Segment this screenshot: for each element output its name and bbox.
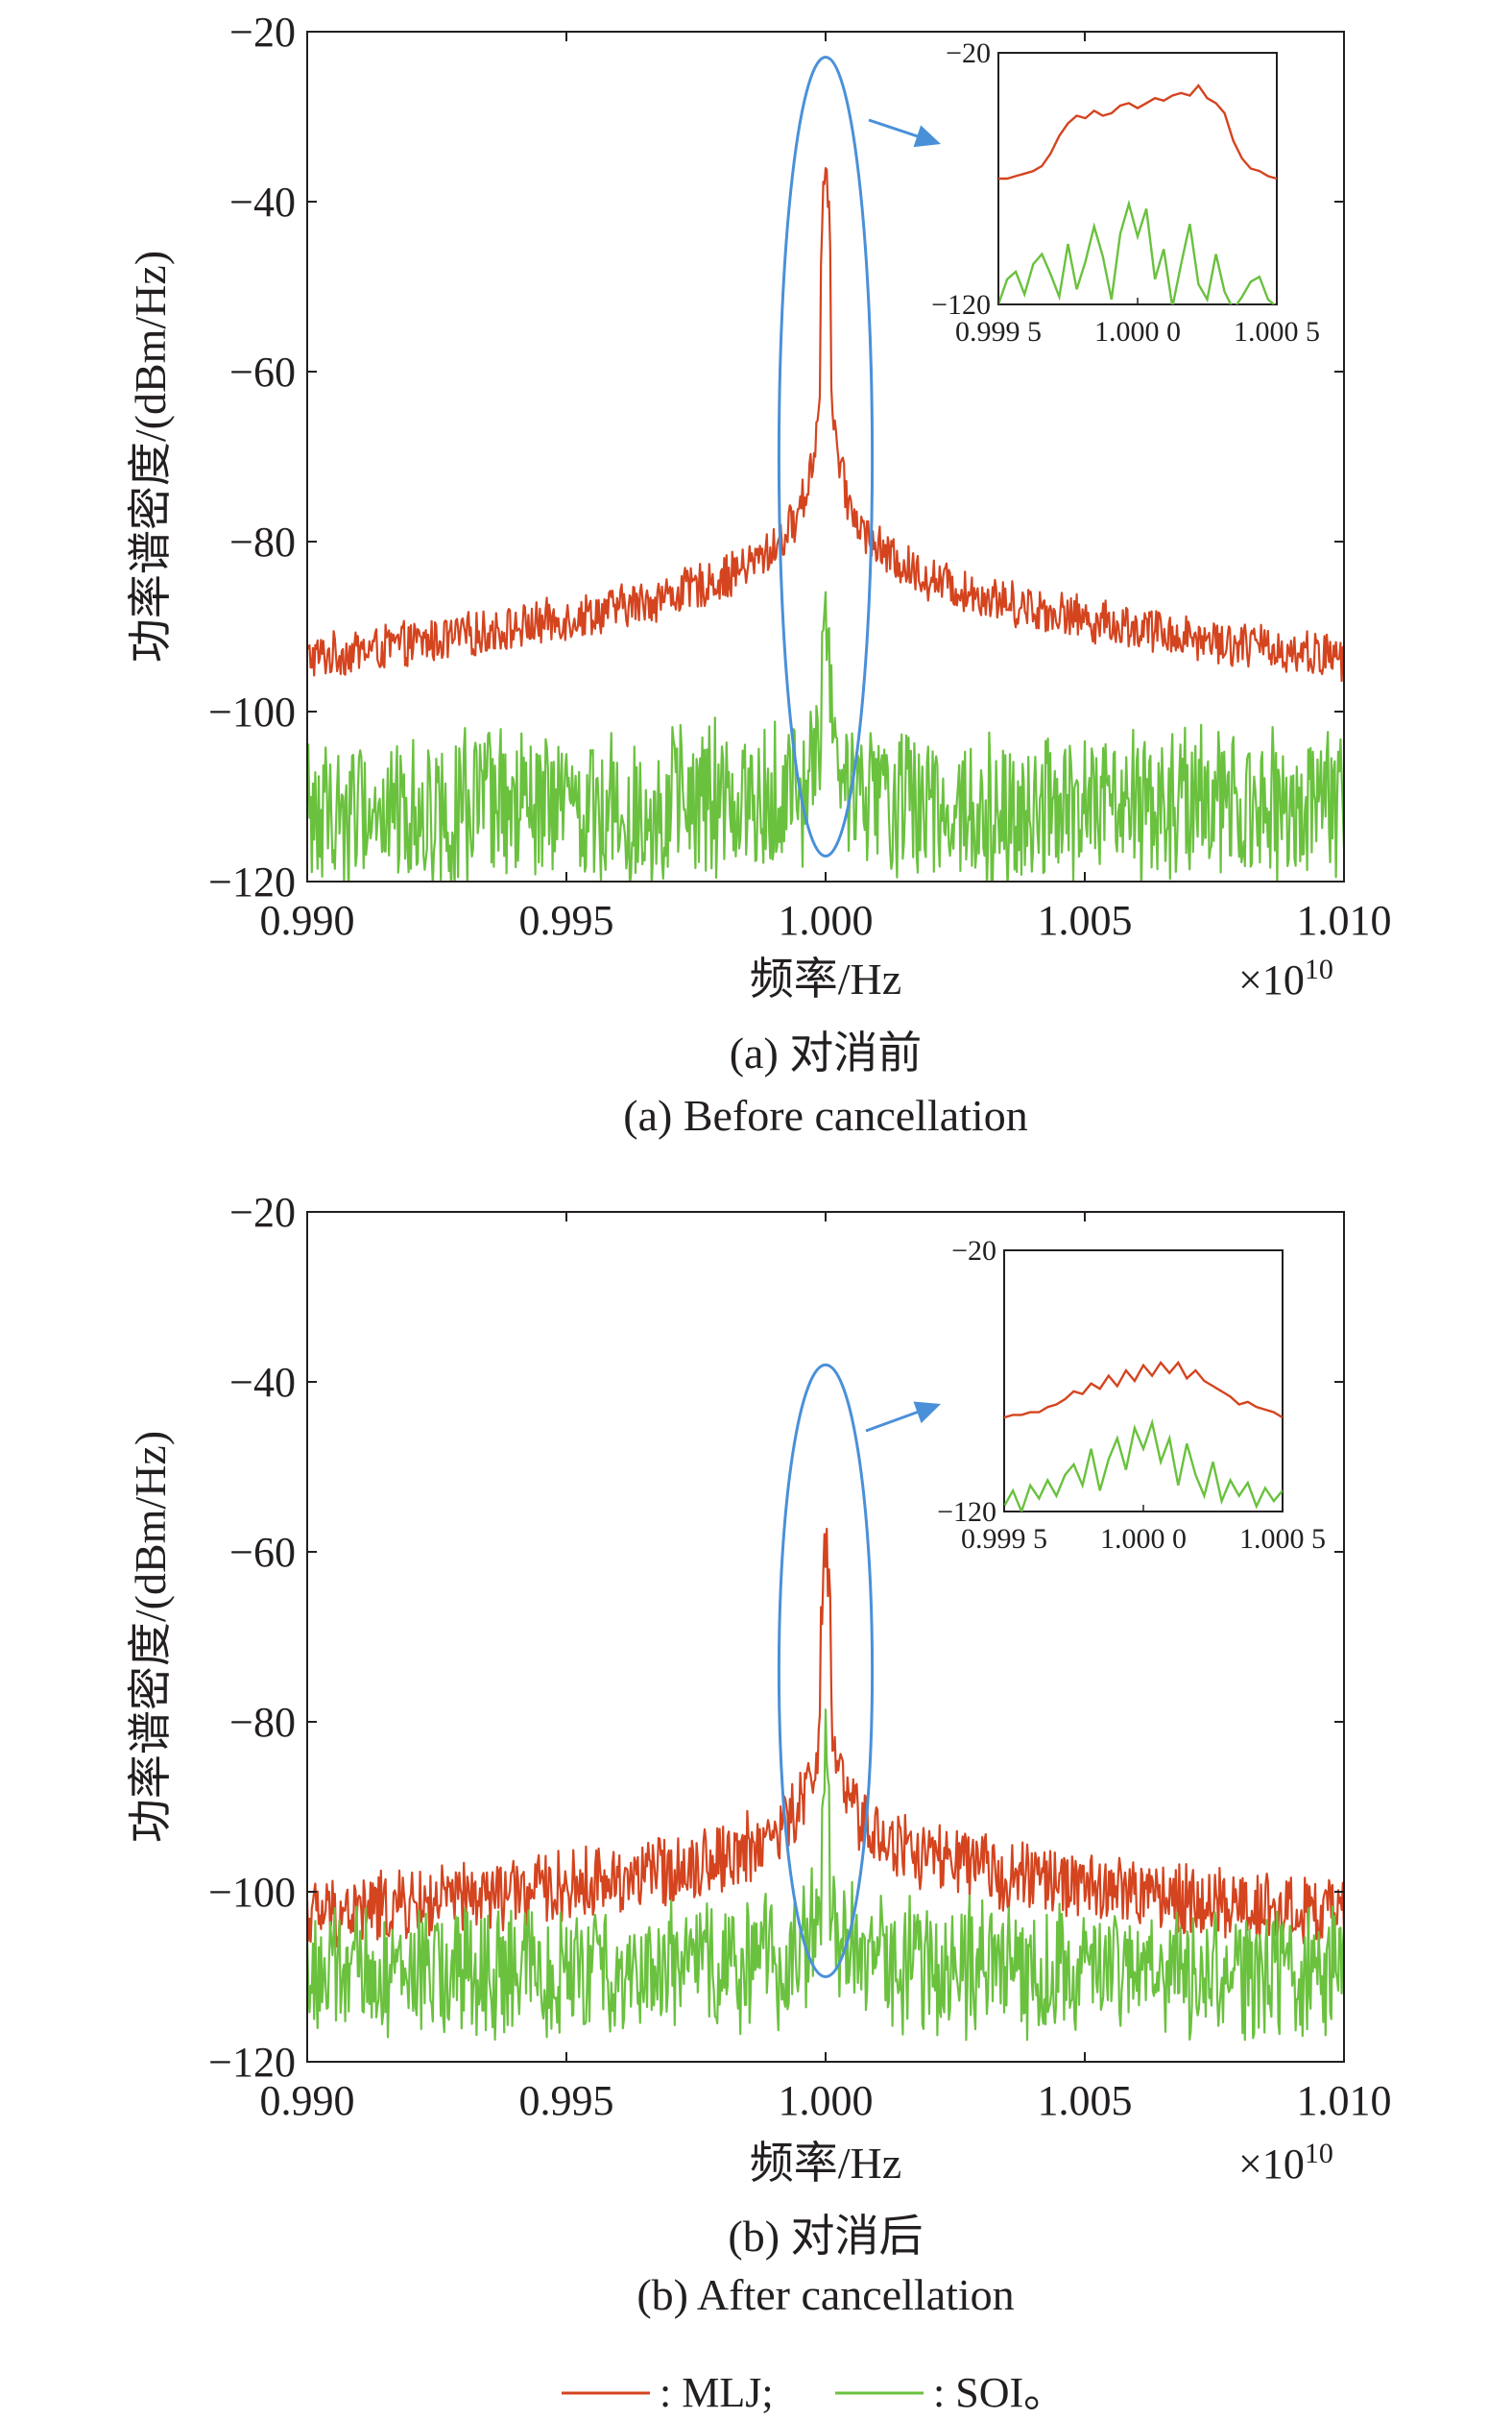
inset-x-tick-label: 0.999 5 xyxy=(955,316,1042,348)
y-tick-label: −100 xyxy=(208,1869,296,1916)
x-tick-label: 0.995 xyxy=(519,897,614,944)
highlight-ellipse xyxy=(777,56,875,858)
inset-frame xyxy=(997,52,1278,305)
x-exponent-label: ×1010 xyxy=(1238,2138,1333,2188)
y-tick-label: −120 xyxy=(208,2039,296,2086)
y-tick-label: −20 xyxy=(229,9,296,56)
x-exponent-power: 10 xyxy=(1305,954,1333,985)
inset-frame xyxy=(1003,1249,1284,1512)
inset-x-tick-label: 1.000 5 xyxy=(1239,1523,1326,1555)
x-tick-label: 1.000 xyxy=(779,2077,874,2124)
x-tick-label: 1.005 xyxy=(1038,897,1133,944)
highlight-ellipse xyxy=(777,1363,875,1979)
legend-label: : SOI。 xyxy=(933,2369,1066,2416)
y-tick-label: −60 xyxy=(229,349,296,396)
inset-plot-area xyxy=(998,84,1277,304)
caption-zh: (b) 对消后 xyxy=(728,2212,923,2261)
y-tick-label: −60 xyxy=(229,1529,296,1576)
series-mlj-line xyxy=(307,167,1344,683)
y-tick-label: −80 xyxy=(229,1699,296,1746)
y-axis-title: 功率谱密度/(dBm/Hz) xyxy=(126,1431,175,1843)
y-tick-label: −40 xyxy=(229,1359,296,1406)
x-exponent-power: 10 xyxy=(1305,2138,1333,2169)
inset-soi-line xyxy=(998,199,1276,304)
series-soi-line xyxy=(307,591,1344,882)
x-tick-label: 0.990 xyxy=(260,897,355,944)
x-tick-label: 0.995 xyxy=(519,2077,614,2124)
y-tick-label: −80 xyxy=(229,519,296,566)
inset-y-tick-label: −20 xyxy=(946,37,991,69)
inset-x-tick-label: 0.999 5 xyxy=(961,1523,1047,1555)
x-tick-label: 1.005 xyxy=(1038,2077,1133,2124)
x-axis-title: 频率/Hz xyxy=(750,2139,901,2188)
caption-en: (b) After cancellation xyxy=(636,2270,1014,2319)
x-exponent-label: ×1010 xyxy=(1238,954,1333,1004)
inset-mlj-line xyxy=(1004,1360,1283,1419)
inset-x-tick-label: 1.000 5 xyxy=(1234,316,1320,348)
y-tick-label: −120 xyxy=(208,859,296,906)
inset-y-tick-label: −20 xyxy=(951,1235,996,1267)
inset-y-tick-label: −120 xyxy=(937,1496,996,1528)
y-tick-label: −20 xyxy=(229,1189,296,1236)
plot-area xyxy=(307,1527,1344,2042)
x-axis-title: 频率/Hz xyxy=(750,955,901,1004)
x-tick-label: 1.010 xyxy=(1297,2077,1392,2124)
x-tick-label: 0.990 xyxy=(260,2077,355,2124)
caption-zh: (a) 对消前 xyxy=(730,1028,923,1077)
inset-plot-area xyxy=(1004,1360,1283,1512)
y-tick-label: −40 xyxy=(229,179,296,226)
x-tick-label: 1.010 xyxy=(1297,897,1392,944)
caption-en: (a) Before cancellation xyxy=(623,1091,1027,1140)
x-tick-label: 1.000 xyxy=(779,897,874,944)
inset-x-tick-label: 1.000 0 xyxy=(1094,316,1181,348)
legend-label: : MLJ; xyxy=(660,2369,774,2416)
y-axis-title: 功率谱密度/(dBm/Hz) xyxy=(126,251,175,663)
y-tick-label: −100 xyxy=(208,689,296,736)
plot-area xyxy=(307,167,1344,882)
series-mlj-line xyxy=(307,1527,1344,1948)
series-soi-line xyxy=(307,1708,1344,2042)
inset-mlj-line xyxy=(998,84,1277,181)
inset-x-tick-label: 1.000 0 xyxy=(1100,1523,1187,1555)
zoom-arrow-head xyxy=(913,125,941,148)
legend: : MLJ; : SOI。 xyxy=(562,2369,1066,2416)
zoom-arrow-head xyxy=(913,1401,941,1424)
inset-soi-line xyxy=(1004,1418,1283,1512)
inset-y-tick-label: −120 xyxy=(931,289,991,321)
